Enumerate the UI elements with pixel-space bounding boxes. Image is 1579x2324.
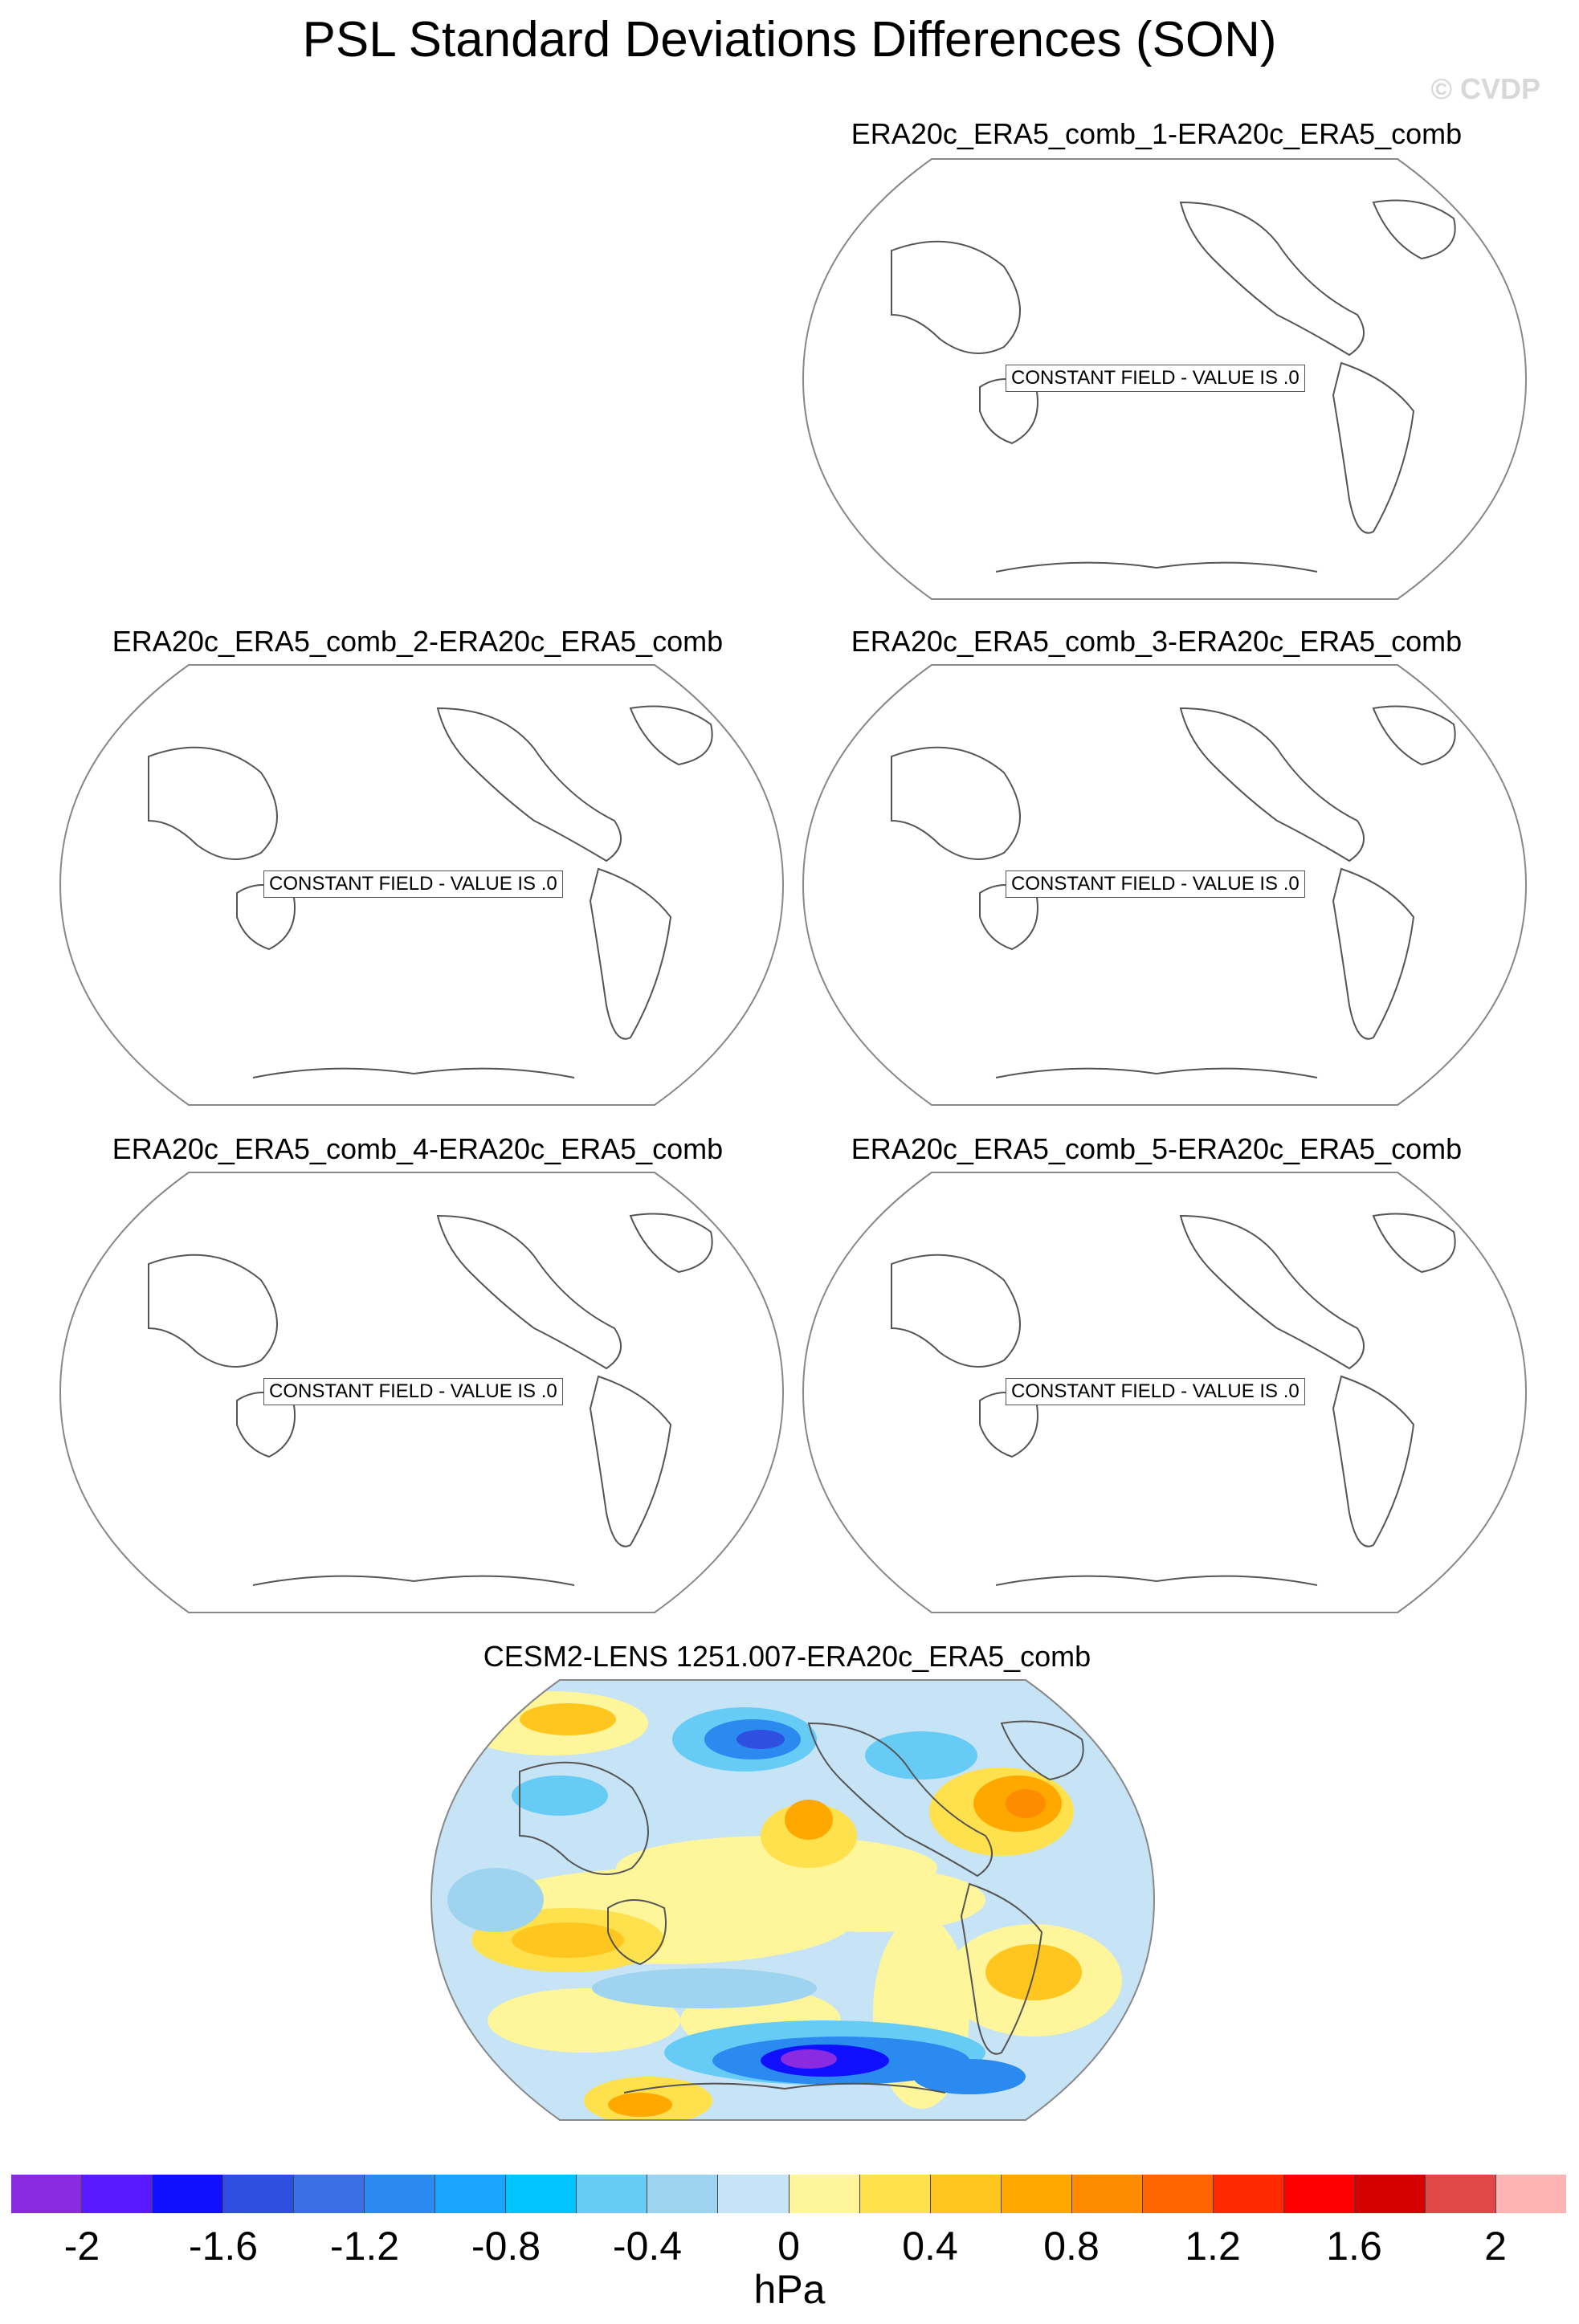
constant-field-label-5: CONSTANT FIELD - VALUE IS .0 xyxy=(1006,1378,1305,1405)
coastline xyxy=(1179,201,1365,357)
colorbar-tick-label: 0.8 xyxy=(1043,2224,1100,2269)
coastline xyxy=(1000,1720,1084,1781)
coastline xyxy=(891,1254,1021,1368)
coastline xyxy=(629,1213,713,1274)
coastline xyxy=(607,1899,667,1966)
constant-field-label-4: CONSTANT FIELD - VALUE IS .0 xyxy=(263,1378,563,1405)
colorbar-cell xyxy=(789,2175,860,2213)
coastline xyxy=(1372,199,1456,260)
colorbar-tick-label: 1.2 xyxy=(1185,2224,1241,2269)
panel-title-2: ERA20c_ERA5_comb_2-ERA20c_ERA5_comb xyxy=(112,625,724,658)
coastline xyxy=(519,1761,649,1875)
filled-map-panel-6 xyxy=(430,1679,1156,2121)
colorbar-cell xyxy=(294,2175,365,2213)
coastline xyxy=(995,1575,1318,1586)
colorbar-cell xyxy=(1071,2175,1143,2213)
colorbar-tick-label: -1.2 xyxy=(329,2224,400,2269)
coastline xyxy=(995,1067,1318,1078)
colorbar-cell xyxy=(82,2175,153,2213)
coastline xyxy=(252,1067,575,1078)
figure-title: PSL Standard Deviations Differences (SON… xyxy=(302,12,1277,67)
coastline xyxy=(807,1722,993,1878)
coastline xyxy=(589,867,672,1040)
colorbar-cell xyxy=(223,2175,295,2213)
coastline xyxy=(1332,1375,1415,1547)
colorbar xyxy=(11,2175,1567,2213)
coastline xyxy=(1332,361,1415,534)
coastline xyxy=(436,707,622,862)
watermark: © CVDP xyxy=(1430,72,1540,105)
colorbar-cell xyxy=(1425,2175,1496,2213)
colorbar-cell xyxy=(577,2175,648,2213)
colorbar-cell xyxy=(1283,2175,1355,2213)
colorbar-tick-label: 0 xyxy=(777,2224,800,2269)
colorbar-tick-label: 1.6 xyxy=(1326,2224,1382,2269)
colorbar-cell xyxy=(718,2175,790,2213)
coastline xyxy=(1332,867,1415,1040)
constant-field-label-1: CONSTANT FIELD - VALUE IS .0 xyxy=(1006,365,1305,392)
panel-title-4: ERA20c_ERA5_comb_4-ERA20c_ERA5_comb xyxy=(112,1132,724,1165)
panel-title-5: ERA20c_ERA5_comb_5-ERA20c_ERA5_comb xyxy=(851,1132,1463,1165)
coastline xyxy=(629,705,713,766)
coastline xyxy=(623,2082,946,2094)
coastline xyxy=(1372,1213,1456,1274)
coastline xyxy=(960,1882,1043,2055)
colorbar-tick-label: -1.6 xyxy=(188,2224,259,2269)
colorbar-cell xyxy=(1001,2175,1072,2213)
constant-field-label-2: CONSTANT FIELD - VALUE IS .0 xyxy=(263,870,563,898)
colorbar-cell xyxy=(1495,2175,1567,2213)
colorbar-cell xyxy=(930,2175,1002,2213)
colorbar-cell xyxy=(1213,2175,1284,2213)
coastline xyxy=(891,240,1021,354)
coastline xyxy=(1372,705,1456,766)
colorbar-units: hPa xyxy=(753,2267,826,2312)
panel-title-1: ERA20c_ERA5_comb_1-ERA20c_ERA5_comb xyxy=(851,117,1463,150)
coastline xyxy=(1179,707,1365,862)
colorbar-cell xyxy=(435,2175,507,2213)
colorbar-tick-label: 0.4 xyxy=(902,2224,958,2269)
colorbar-tick-label: -0.8 xyxy=(471,2224,541,2269)
colorbar-cell xyxy=(647,2175,719,2213)
coastline xyxy=(436,1214,622,1370)
colorbar-cell xyxy=(506,2175,577,2213)
coastline xyxy=(1179,1214,1365,1370)
colorbar-cell xyxy=(11,2175,83,2213)
colorbar-cell xyxy=(1142,2175,1214,2213)
colorbar-cell xyxy=(859,2175,931,2213)
coastline xyxy=(891,746,1021,860)
panel-title-3: ERA20c_ERA5_comb_3-ERA20c_ERA5_comb xyxy=(851,625,1463,658)
coastline xyxy=(252,1575,575,1586)
colorbar-tick-label: -2 xyxy=(63,2224,100,2269)
coastline xyxy=(148,746,278,860)
colorbar-tick-label: -0.4 xyxy=(612,2224,683,2269)
colorbar-cell xyxy=(1354,2175,1426,2213)
colorbar-cell xyxy=(153,2175,224,2213)
panel-title-6: CESM2-LENS 1251.007-ERA20c_ERA5_comb xyxy=(483,1640,1091,1673)
constant-field-label-3: CONSTANT FIELD - VALUE IS .0 xyxy=(1006,870,1305,898)
colorbar-tick-label: 2 xyxy=(1484,2224,1507,2269)
colorbar-cell xyxy=(365,2175,436,2213)
coastline xyxy=(589,1375,672,1547)
coastline xyxy=(148,1254,278,1368)
coastline xyxy=(995,561,1318,573)
